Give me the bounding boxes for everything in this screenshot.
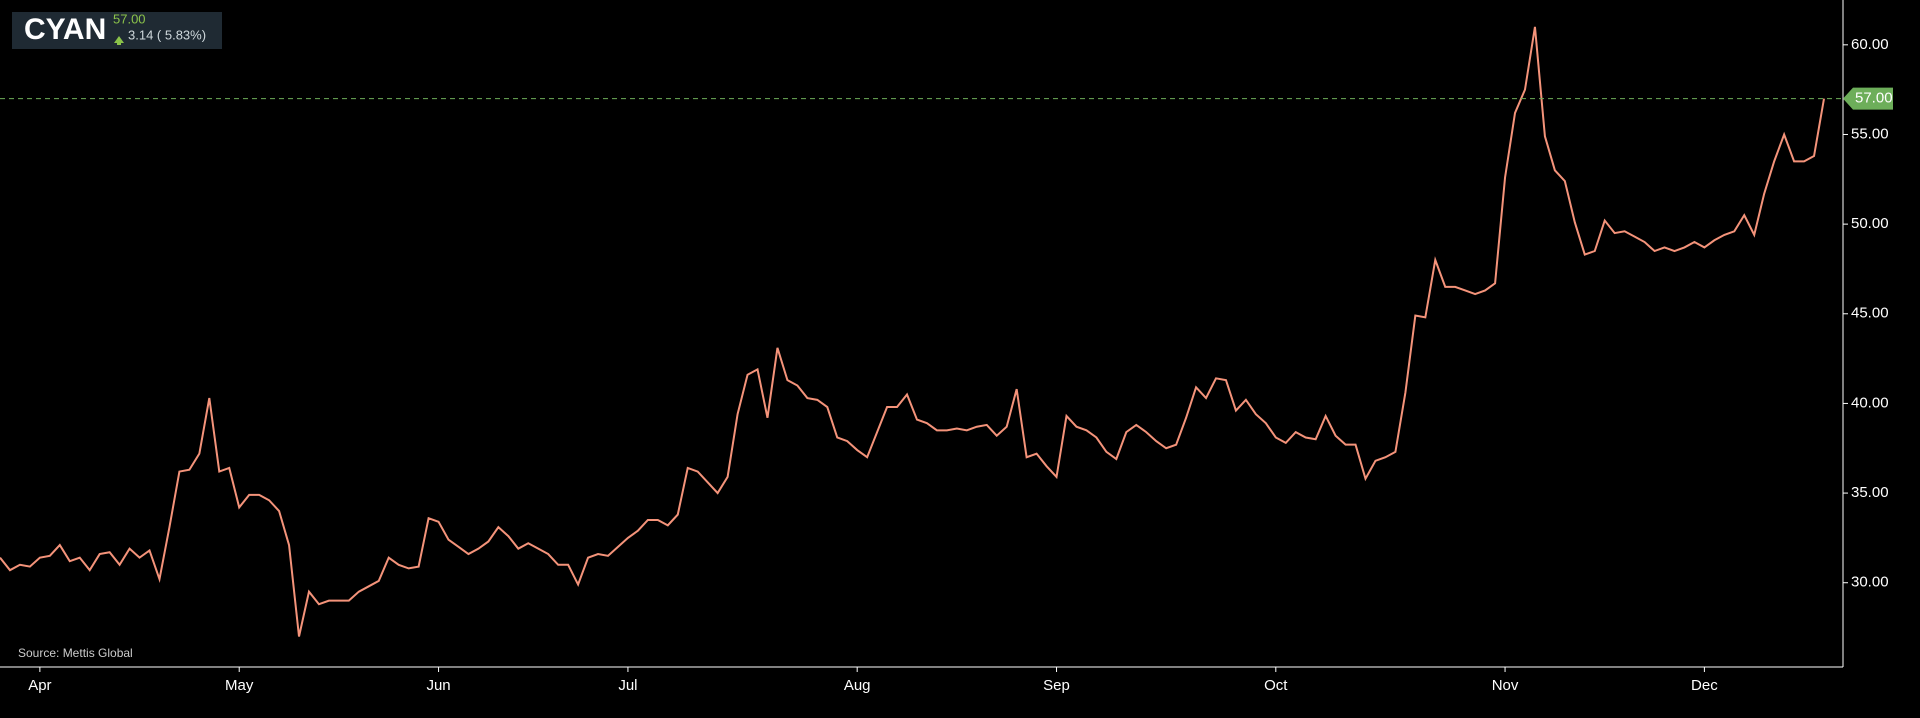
y-tick-label: 50.00 [1851, 215, 1889, 232]
y-tick-label: 35.00 [1851, 484, 1889, 501]
price-line [0, 26, 1825, 637]
x-tick-label: Jul [618, 677, 637, 694]
x-tick-label: May [225, 677, 254, 694]
y-tick-label: 55.00 [1851, 125, 1889, 142]
x-tick-label: Sep [1043, 677, 1070, 694]
last-price-label: 57.00 [1855, 90, 1893, 107]
up-arrow [114, 36, 124, 43]
change: 3.14 ( 5.83%) [128, 27, 206, 42]
x-tick-label: Nov [1492, 677, 1519, 694]
x-tick-label: Apr [28, 677, 51, 694]
y-tick-label: 45.00 [1851, 305, 1889, 322]
y-tick-label: 60.00 [1851, 36, 1889, 53]
x-tick-label: Oct [1264, 677, 1288, 694]
y-tick-label: 40.00 [1851, 394, 1889, 411]
y-tick-label: 30.00 [1851, 574, 1889, 591]
price: 57.00 [113, 11, 146, 26]
x-tick-label: Jun [426, 677, 450, 694]
source: Source: Mettis Global [18, 646, 133, 660]
ticker: CYAN [24, 13, 106, 46]
x-tick-label: Dec [1691, 677, 1718, 694]
x-tick-label: Aug [844, 677, 871, 694]
last-price-tag [1843, 87, 1893, 110]
up-arrow-stem [117, 42, 121, 45]
